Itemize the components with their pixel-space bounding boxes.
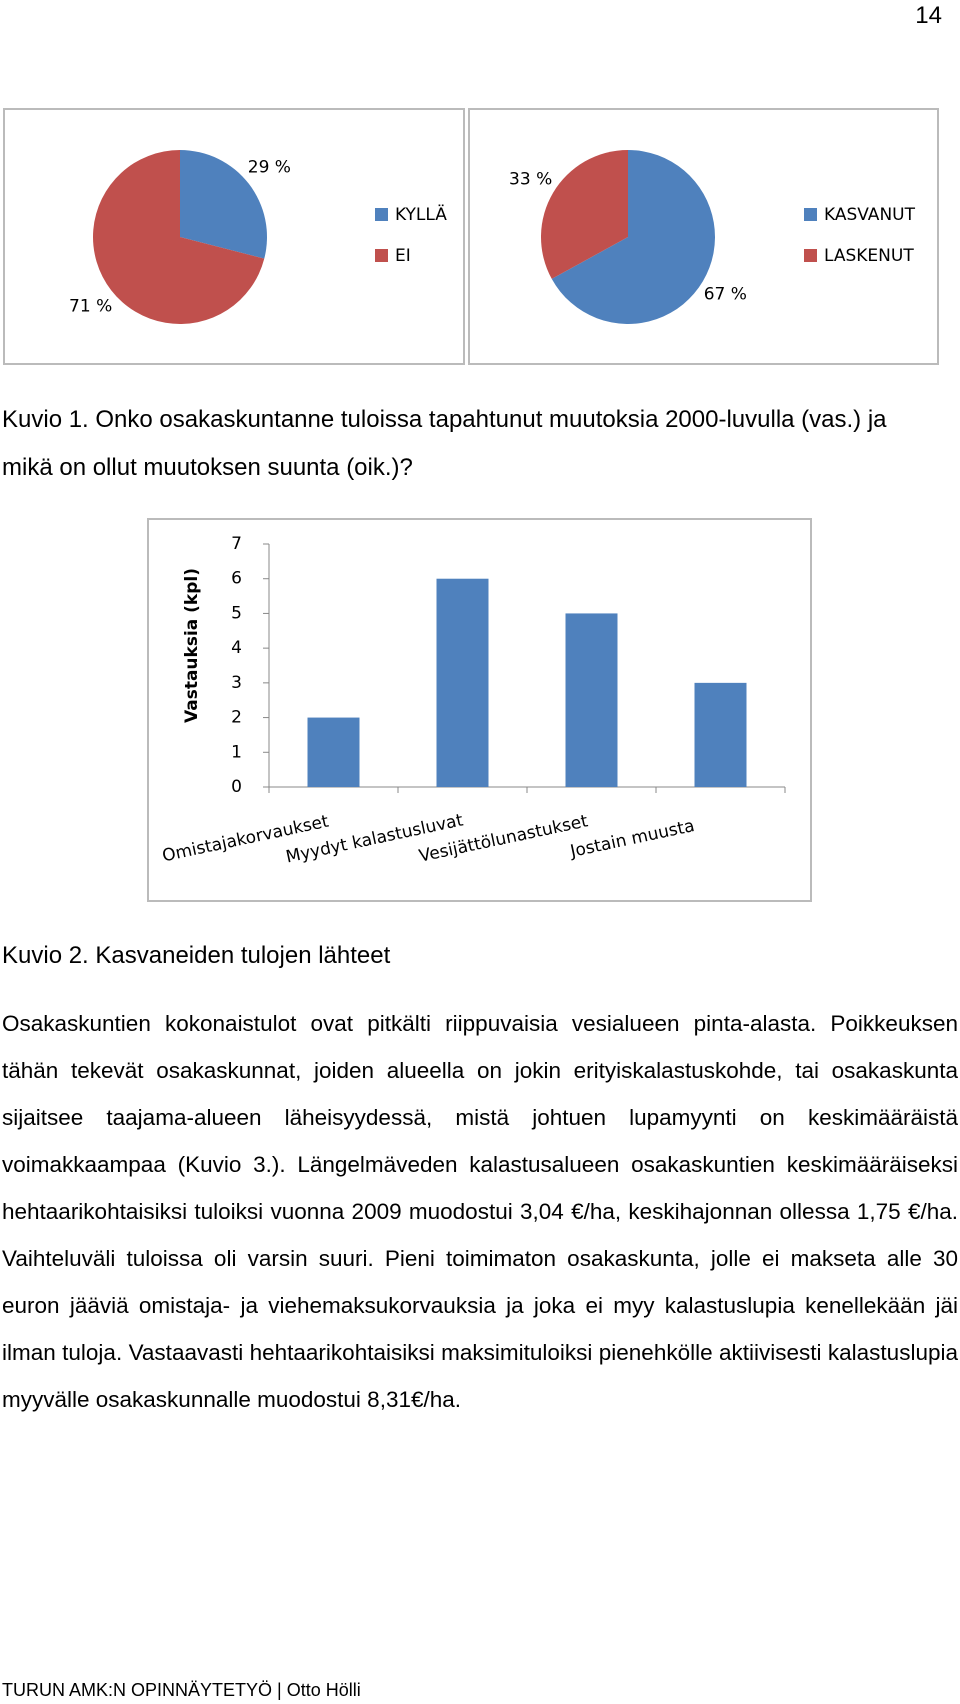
y-tick-label: 1	[231, 742, 242, 762]
bar	[694, 682, 747, 787]
caption: Kuvio 1. Onko osakaskuntanne tuloissa ta…	[2, 406, 887, 481]
legend-swatch	[375, 249, 388, 262]
legend-swatch	[375, 208, 388, 221]
pie-slice	[180, 150, 267, 259]
pie-slice	[540, 150, 629, 279]
paragraph: Osakaskuntien kokonaistulot ovat pitkält…	[2, 1011, 958, 1412]
y-tick-label: 3	[231, 673, 242, 693]
data-label: 67 %	[704, 285, 747, 305]
bar	[436, 578, 489, 787]
y-tick-label: 7	[231, 534, 242, 554]
legend-swatch	[804, 208, 817, 221]
y-axis-label: Vastauksia (kpl)	[182, 568, 202, 723]
y-tick-label: 5	[231, 603, 242, 623]
legend-label: LASKENUT	[824, 246, 914, 266]
caption: Kuvio 2. Kasvaneiden tulojen lähteet	[2, 942, 391, 969]
legend-label: KYLLÄ	[395, 204, 447, 225]
page-number: 14	[915, 2, 942, 29]
bar	[307, 717, 360, 787]
charts: 29 % KYLLÄ 71 % EI 67 % KASVANUT 33 % LASKENUT 0…	[3, 108, 939, 902]
y-tick-label: 4	[231, 638, 242, 658]
legend-label: KASVANUT	[824, 205, 916, 225]
y-tick-label: 2	[231, 708, 242, 728]
data-label: 29 %	[248, 158, 291, 178]
legend-swatch	[804, 249, 817, 262]
pie-slice	[93, 150, 265, 324]
pie-slice	[551, 150, 715, 324]
y-tick-label: 6	[231, 569, 242, 589]
y-tick-label: 0	[231, 777, 242, 797]
footer: TURUN AMK:N OPINNÄYTETYÖ | Otto Hölli	[2, 1680, 361, 1700]
data-label: 33 %	[509, 169, 552, 189]
legend-label: EI	[395, 246, 411, 266]
bar	[565, 613, 618, 787]
data-label: 71 %	[69, 296, 112, 316]
